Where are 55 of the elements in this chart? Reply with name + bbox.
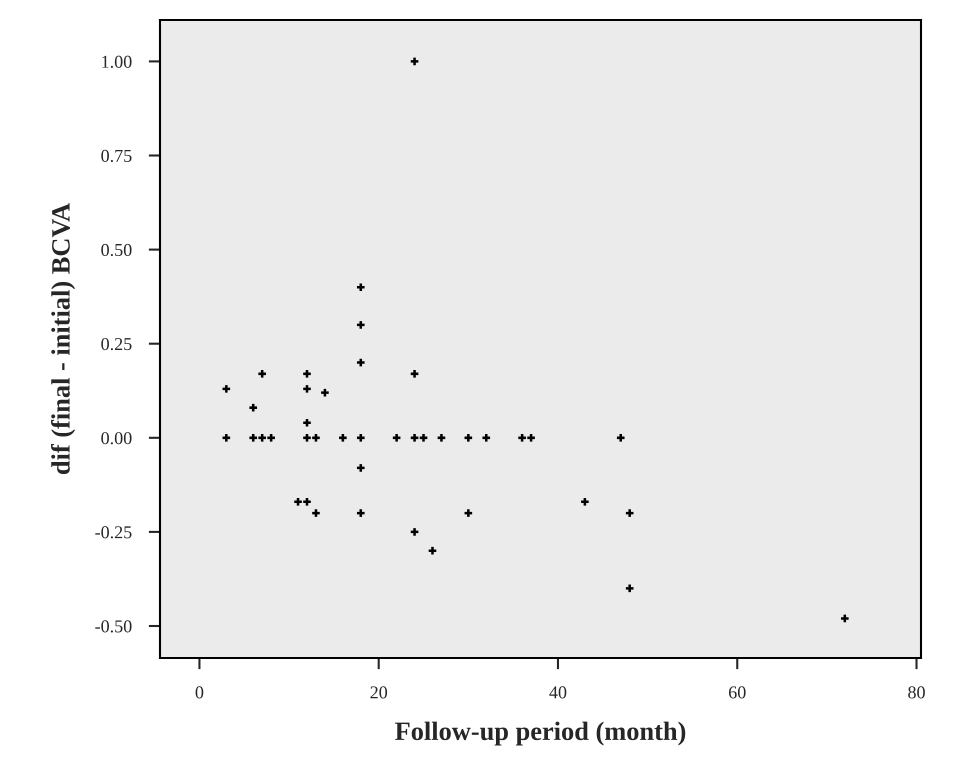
point <box>626 509 634 517</box>
point <box>267 434 275 442</box>
point <box>626 584 634 592</box>
point <box>249 434 258 442</box>
x-tick-label: 20 <box>370 686 388 698</box>
point <box>222 385 230 393</box>
point <box>518 434 526 442</box>
point <box>482 434 490 442</box>
point <box>428 546 436 555</box>
point <box>356 358 365 366</box>
point <box>410 58 418 66</box>
point <box>356 321 365 329</box>
point <box>258 370 266 378</box>
point <box>841 614 849 622</box>
y-tick-label: 0.75 <box>101 150 132 162</box>
point <box>527 434 535 442</box>
y-tick-label: 0.50 <box>101 244 132 256</box>
point <box>410 370 418 378</box>
point <box>410 434 418 442</box>
point <box>258 434 266 442</box>
point <box>410 528 418 536</box>
point <box>392 434 400 442</box>
point <box>303 385 311 393</box>
y-tick-label: 0.00 <box>101 432 132 444</box>
point <box>303 370 311 378</box>
point <box>294 498 302 506</box>
x-axis-title: Follow-up period (month) <box>395 722 686 746</box>
x-tick-label: 80 <box>908 686 925 698</box>
point <box>249 404 258 412</box>
x-tick-label: 60 <box>728 686 746 698</box>
y-tick-label: -0.25 <box>95 526 132 538</box>
point <box>581 498 589 506</box>
point <box>321 388 329 396</box>
x-tick-label: 40 <box>549 686 566 698</box>
point <box>222 434 230 442</box>
point <box>464 509 472 517</box>
point <box>464 434 472 442</box>
point <box>420 434 428 442</box>
point <box>312 434 320 442</box>
x-tick-label: 0 <box>196 686 204 698</box>
y-tick-label: 0.25 <box>101 338 132 350</box>
y-axis-title: dif (final - initial) BCVA <box>50 203 76 474</box>
point <box>356 464 365 472</box>
y-tick-label: -0.50 <box>95 620 132 633</box>
point <box>339 434 347 442</box>
point <box>303 434 311 442</box>
point <box>303 498 311 506</box>
point <box>438 434 446 442</box>
point <box>356 509 365 517</box>
point <box>356 283 365 292</box>
point <box>303 418 311 427</box>
point <box>616 434 625 442</box>
point <box>312 509 320 517</box>
point <box>356 434 365 442</box>
y-tick-label: 1.00 <box>102 56 132 68</box>
